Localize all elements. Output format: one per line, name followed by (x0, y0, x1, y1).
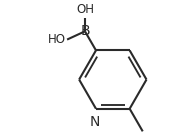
Text: OH: OH (76, 3, 94, 16)
Text: HO: HO (48, 33, 65, 46)
Text: N: N (90, 115, 100, 129)
Text: B: B (80, 24, 90, 38)
